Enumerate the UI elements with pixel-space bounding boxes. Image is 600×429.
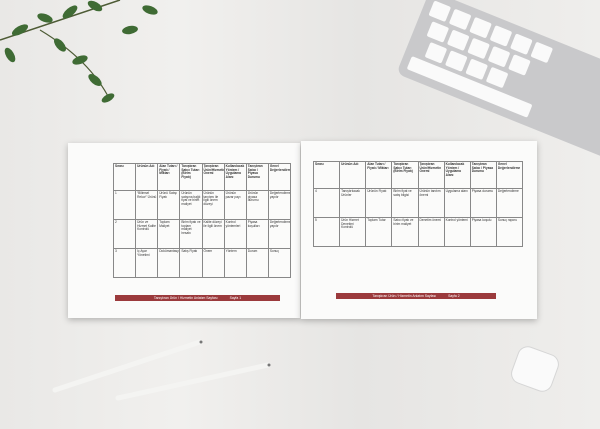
table-cell: Ürünün Fiyatı: [365, 188, 393, 218]
table-cell: 3: [112, 248, 137, 278]
table-row: 2 Ürün ve Hizmet Kalite Kontrolü Toplam Ma…: [112, 219, 292, 249]
table-cell: Kalite düzeyi ile ilgili önem: [201, 219, 225, 249]
header-cell: Ürünün Adı: [135, 163, 159, 191]
table-cell: Durum: [245, 248, 269, 278]
table-cell: Değerlendirme: [495, 188, 524, 218]
table-cell: Satış Fiyatı: [179, 248, 203, 278]
table-cell: Piyasa koşulları: [245, 219, 269, 249]
keyboard: [398, 0, 600, 161]
table-cell: Toplam Tutar: [365, 217, 393, 247]
right-page: Sırası Ürünün Adı Alan Tutarı / Fiyatı / M…: [301, 141, 537, 319]
plant: [0, 0, 158, 103]
table-cell: “Bilimsel Rekor” Ürünü: [135, 190, 159, 220]
footer-text: Tanıştıran Ürün / Hizmetin Anlatım Sayfa…: [153, 296, 218, 300]
table-cell: Ürünün tanıtımı ile ilgili önem düzeyi: [201, 190, 225, 220]
footer-bar: Tanıştıran Ürün / Hizmetin Anlatım Sayfa…: [115, 295, 280, 301]
table-row: 3İç Ayar YönetimiDokümantasyonSatış Fiya…: [112, 248, 292, 278]
header-cell: Kullanılacak Yöntem / Uygulama Alanı: [443, 161, 471, 189]
table-cell: Değerlendirme yapılır: [267, 190, 292, 220]
header-cell: Tanıştıran Satıcı Tutarı (Birim Fiyatı): [179, 163, 203, 191]
table-cell: Dokümantasyon: [157, 248, 181, 278]
header-cell: Alan Tutarı / Fiyatı / Miktarı: [365, 161, 393, 189]
table-cell: 2: [112, 219, 137, 249]
table-cell: Piyasa durumu: [469, 188, 497, 218]
table-cell: Önem: [201, 248, 225, 278]
header-cell: Tanıştıran Ürün/Hizmetin Önemi: [201, 163, 225, 191]
table-cell: Birim fiyat ve satış bilgisi: [391, 188, 419, 218]
table-cell: Satıcı fiyatı ve birim maliyet: [391, 217, 419, 247]
header-cell: Sırası: [312, 161, 341, 189]
table-row: 1 “Bilimsel Rekor” Ürünü Ürünü Satışı Fiya…: [112, 190, 292, 220]
table-cell: Ürünün pazar payı: [223, 190, 247, 220]
table-cell: Toplam Maliyet: [157, 219, 181, 249]
header-cell: Sırası: [112, 163, 137, 191]
footer-text: Tanıştıran Ürün / Hizmetin Anlatım Sayfa…: [372, 294, 437, 298]
table-row: 4 Tanıştırılacak Ürünler Ürünün Fiyatı Biri…: [312, 188, 524, 218]
footer-bar: Tanıştıran Ürün / Hizmetin Anlatım Sayfa…: [336, 293, 496, 299]
table-cell: Ürünün satışına bağlı fiyat ve birim mal…: [179, 190, 203, 220]
table-row: 5 Ürün Hizmet Denetimi Kontrolü Toplam Tut…: [312, 217, 524, 247]
table-cell: Kontrol yöntemi: [443, 217, 471, 247]
header-row: Sırası Ürünün Adı Alan Tutarı / Fiyatı / M…: [312, 161, 524, 189]
table-cell: İç Ayar Yönetimi: [135, 248, 159, 278]
table-cell: Kontrol yöntemleri: [223, 219, 247, 249]
table-cell: Tanıştırılacak Ürünler: [339, 188, 367, 218]
header-cell: Kullanılacak Yöntem / Uygulama Alanı: [223, 163, 247, 191]
table-cell: 1: [112, 190, 137, 220]
table-cell: Ürünü Satışı Fiyatı: [157, 190, 181, 220]
table-cell: Ürün ve Hizmet Kalite Kontrolü: [135, 219, 159, 249]
header-cell: Genel Değerlendirme: [267, 163, 292, 191]
table-cell: Değerlendirme yapılır: [267, 219, 292, 249]
header-cell: Alan Tutarı / Fiyatı / Miktarı: [157, 163, 181, 191]
page-number: Sayfa 1: [229, 296, 242, 300]
header-row: Sırası Ürünün Adı Alan Tutarı / Fiyatı / M…: [112, 163, 292, 191]
table-cell: Sonuç raporu: [495, 217, 524, 247]
header-cell: Genel Değerlendirme: [495, 161, 524, 189]
table-cell: Birim fiyatı ve toplam maliyet hesabı: [179, 219, 203, 249]
table-cell: Yöntem: [223, 248, 247, 278]
earbuds-case: [511, 346, 559, 392]
page-number: Sayfa 2: [448, 294, 460, 298]
table-cell: Denetim önemi: [417, 217, 445, 247]
table-cell: Ürün Hizmet Denetimi Kontrolü: [339, 217, 367, 247]
header-cell: Tanıştıran Ürün/Hizmetin Önemi: [417, 161, 445, 189]
table-cell: Ürünün tanıtım önemi: [417, 188, 445, 218]
table-cell: Ürünün piyasa durumu: [245, 190, 269, 220]
table-cell: Uygulama alanı: [443, 188, 471, 218]
table: Sırası Ürünün Adı Alan Tutarı / Fiyatı / M…: [112, 163, 292, 278]
left-page: Sırası Ürünün Adı Alan Tutarı / Fiyatı / M…: [68, 143, 300, 318]
table-cell: Sonuç: [267, 248, 292, 278]
pens: [52, 339, 271, 401]
header-cell: Tanıştıran Satıcı Tutarı (Birim Fiyatı): [391, 161, 419, 189]
header-cell: Ürünün Adı: [339, 161, 367, 189]
header-cell: Tanıştıran Satıcı / Piyasa Durumu: [469, 161, 497, 189]
table-cell: 5: [312, 217, 341, 247]
header-cell: Tanıştıran Satıcı / Piyasa Durumu: [245, 163, 269, 191]
table-cell: 4: [312, 188, 341, 218]
table: Sırası Ürünün Adı Alan Tutarı / Fiyatı / M…: [312, 161, 524, 247]
table-cell: Piyasa koşulu: [469, 217, 497, 247]
